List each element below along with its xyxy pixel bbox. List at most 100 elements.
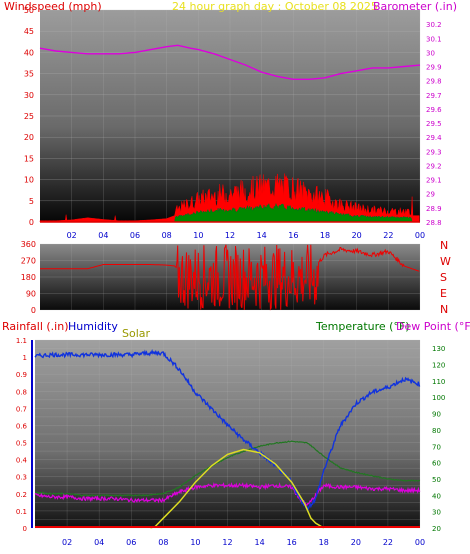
wind-direction-line bbox=[40, 244, 420, 311]
p3-ytick-rain-20: 1 bbox=[23, 354, 27, 362]
p1-xtick-2: 06 bbox=[130, 231, 140, 240]
p1-xtick-5: 12 bbox=[225, 231, 235, 240]
p1-xtick-4: 10 bbox=[193, 231, 203, 240]
barometer-line bbox=[39, 44, 421, 81]
p3-ytick-temp-4: 60 bbox=[432, 460, 441, 468]
p1-ytick-left-7: 35 bbox=[24, 70, 34, 79]
p3-ytick-temp-2: 40 bbox=[432, 492, 441, 500]
dewpoint-line bbox=[34, 481, 421, 506]
p3-xtick-8: 18 bbox=[319, 538, 329, 547]
p1-ytick-left-8: 40 bbox=[24, 48, 34, 57]
p3-ytick-rain-16: 0.8 bbox=[16, 388, 27, 396]
p2-ytick-1: 270 bbox=[21, 257, 36, 266]
compass-label-n-top: N bbox=[440, 239, 448, 252]
p3-xtick-7: 16 bbox=[287, 538, 297, 547]
panel3-background bbox=[35, 340, 420, 528]
p3-xtick-1: 04 bbox=[94, 538, 104, 547]
humidity-axis-label: Humidity bbox=[68, 320, 118, 333]
p1-ytick-right-9: 29.7 bbox=[426, 92, 442, 100]
p3-ytick-temp-1: 30 bbox=[432, 509, 441, 517]
p3-ytick-rain-0: 0 bbox=[23, 525, 27, 533]
p1-ytick-left-1: 5 bbox=[29, 197, 34, 206]
p1-ytick-right-2: 29 bbox=[426, 191, 435, 199]
p3-ytick-rain-12: 0.6 bbox=[16, 422, 28, 430]
p1-ytick-left-3: 15 bbox=[24, 154, 34, 163]
p3-ytick-rain-18: 0.9 bbox=[16, 371, 27, 379]
p3-xtick-4: 10 bbox=[190, 538, 200, 547]
p1-ytick-left-2: 10 bbox=[24, 176, 34, 185]
p1-xtick-11: 00 bbox=[415, 231, 425, 240]
p3-ytick-rain-14: 0.7 bbox=[16, 405, 27, 413]
compass-label-w: W bbox=[440, 255, 451, 268]
rainfall-axis-label: Rainfall (.in) bbox=[2, 320, 69, 333]
compass-label-e: E bbox=[440, 287, 447, 300]
p3-xtick-3: 08 bbox=[158, 538, 168, 547]
p3-xtick-2: 06 bbox=[126, 538, 136, 547]
p3-ytick-temp-8: 100 bbox=[432, 394, 445, 402]
p3-xtick-6: 14 bbox=[254, 538, 264, 547]
p3-xtick-10: 22 bbox=[383, 538, 393, 547]
p1-xtick-0: 02 bbox=[67, 231, 77, 240]
dewpoint-axis-label: Dew Point (°F) bbox=[396, 320, 470, 333]
p3-ytick-temp-9: 110 bbox=[432, 378, 445, 386]
compass-label-n-bottom: N bbox=[440, 303, 448, 316]
p1-ytick-left-10: 50 bbox=[24, 6, 34, 15]
p1-ytick-right-13: 30.1 bbox=[426, 35, 442, 43]
p3-xtick-0: 02 bbox=[62, 538, 72, 547]
chart-title: 24 hour graph day : October 08 2025 bbox=[172, 0, 378, 13]
p1-xtick-6: 14 bbox=[257, 231, 267, 240]
p3-ytick-rain-22: 1.1 bbox=[16, 337, 27, 345]
p3-ytick-rain-6: 0.3 bbox=[16, 474, 27, 482]
p1-ytick-left-6: 30 bbox=[24, 91, 34, 100]
p1-ytick-left-0: 0 bbox=[29, 218, 34, 227]
temperature-axis-label: Temperature (°F) bbox=[315, 320, 410, 333]
p3-ytick-temp-11: 130 bbox=[432, 345, 445, 353]
p1-xtick-9: 20 bbox=[352, 231, 362, 240]
temperature-line bbox=[34, 440, 421, 497]
p1-ytick-right-6: 29.4 bbox=[426, 134, 442, 142]
p2-ytick-2: 180 bbox=[21, 273, 36, 282]
windgust-area bbox=[39, 173, 420, 223]
p1-ytick-right-12: 30 bbox=[426, 49, 435, 57]
windspeed-axis-label: Windspeed (mph) bbox=[4, 0, 102, 13]
barometer-axis-label: Barometer (.in) bbox=[373, 0, 457, 13]
p2-ytick-0: 360 bbox=[21, 240, 36, 249]
compass-label-s: S bbox=[440, 271, 447, 284]
p2-ytick-3: 90 bbox=[26, 290, 36, 299]
humidity-line bbox=[34, 349, 421, 513]
p1-ytick-right-14: 30.2 bbox=[426, 21, 442, 29]
p1-ytick-left-4: 20 bbox=[24, 133, 34, 142]
p1-ytick-right-7: 29.5 bbox=[426, 120, 442, 128]
p1-ytick-right-0: 28.8 bbox=[426, 219, 442, 227]
p3-ytick-rain-4: 0.2 bbox=[16, 491, 27, 499]
p1-ytick-right-1: 28.9 bbox=[426, 205, 442, 213]
p3-xtick-11: 00 bbox=[415, 538, 425, 547]
p1-ytick-left-9: 45 bbox=[24, 27, 34, 36]
p1-xtick-7: 16 bbox=[288, 231, 298, 240]
solar-axis-label: Solar bbox=[122, 327, 151, 340]
solar-line bbox=[150, 448, 325, 529]
p1-ytick-right-10: 29.8 bbox=[426, 78, 442, 86]
p3-ytick-rain-8: 0.4 bbox=[16, 457, 28, 465]
p1-xtick-1: 04 bbox=[98, 231, 108, 240]
p3-xtick-5: 12 bbox=[222, 538, 232, 547]
p1-xtick-8: 18 bbox=[320, 231, 330, 240]
p1-ytick-right-8: 29.6 bbox=[426, 106, 442, 114]
p1-ytick-right-3: 29.1 bbox=[426, 177, 442, 185]
p3-ytick-temp-5: 70 bbox=[432, 443, 441, 451]
p3-ytick-temp-10: 120 bbox=[432, 362, 445, 370]
p3-ytick-temp-7: 90 bbox=[432, 411, 441, 419]
p3-ytick-temp-3: 50 bbox=[432, 476, 441, 484]
p3-ytick-rain-10: 0.5 bbox=[16, 440, 27, 448]
p1-xtick-3: 08 bbox=[162, 231, 172, 240]
p1-ytick-right-4: 29.2 bbox=[426, 162, 442, 170]
p1-xtick-10: 22 bbox=[383, 231, 393, 240]
p3-ytick-rain-2: 0.1 bbox=[16, 508, 27, 516]
p1-ytick-right-5: 29.3 bbox=[426, 148, 442, 156]
p1-ytick-left-5: 25 bbox=[24, 112, 34, 121]
p1-ytick-right-11: 29.9 bbox=[426, 64, 442, 72]
p3-ytick-temp-6: 80 bbox=[432, 427, 441, 435]
p3-xtick-9: 20 bbox=[351, 538, 361, 547]
p2-ytick-4: 0 bbox=[31, 306, 36, 315]
